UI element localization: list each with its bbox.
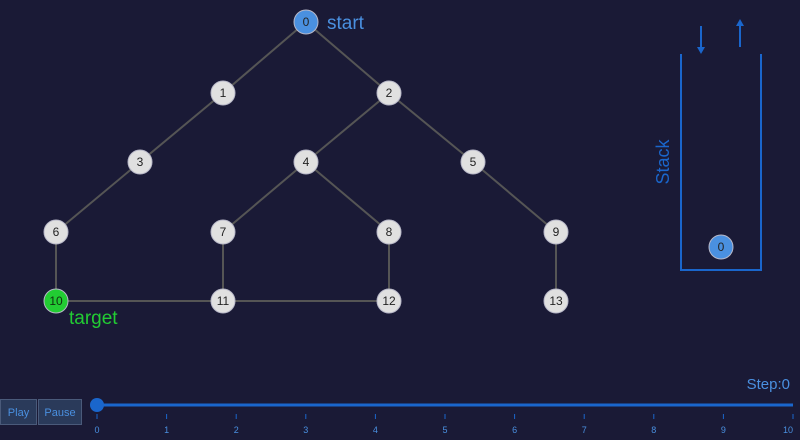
step-readout: Step:0 — [746, 376, 790, 393]
graph-edge-0-1 — [222, 21, 307, 94]
node-circle[interactable] — [543, 219, 569, 245]
graph-edge-0-2 — [305, 21, 390, 94]
stack-container — [680, 54, 762, 271]
graph-edge-1-3 — [139, 92, 224, 163]
node-label: 7 — [220, 225, 227, 239]
node-circle[interactable] — [210, 219, 236, 245]
graph-edge-2-5 — [388, 92, 474, 163]
graph-node-12[interactable]: 12 — [376, 288, 402, 314]
play-button[interactable]: Play — [0, 399, 37, 425]
slider-tick-label: 2 — [234, 425, 239, 435]
node-circle[interactable] — [460, 149, 486, 175]
node-circle[interactable] — [210, 80, 236, 106]
graph-node-13[interactable]: 13 — [543, 288, 569, 314]
graph-node-6[interactable]: 6 — [43, 219, 69, 245]
slider-tick-label: 3 — [303, 425, 308, 435]
graph-node-7[interactable]: 7 — [210, 219, 236, 245]
slider-ticks: 0 1 2 3 4 5 6 7 8 9 10 — [94, 414, 794, 435]
stack-item-circle — [708, 234, 734, 260]
slider-tick-label: 7 — [582, 425, 587, 435]
node-circle[interactable] — [543, 288, 569, 314]
slider-tick-label: 4 — [373, 425, 378, 435]
node-label: 8 — [386, 225, 393, 239]
slider-tick-label: 6 — [512, 425, 517, 435]
node-circle[interactable] — [376, 219, 402, 245]
node-label: 13 — [549, 294, 563, 308]
stack-panel: Stack 0 — [653, 19, 762, 271]
node-circle[interactable] — [127, 149, 153, 175]
node-label: 12 — [382, 294, 396, 308]
graph-edge-4-8 — [305, 161, 390, 233]
graph-node-8[interactable]: 8 — [376, 219, 402, 245]
node-label: 1 — [220, 86, 227, 100]
stack-items: 0 — [708, 234, 734, 260]
node-circle[interactable] — [43, 219, 69, 245]
slider-tick-label: 10 — [783, 425, 793, 435]
graph-node-1[interactable]: 1 — [210, 80, 236, 106]
graph-node-10[interactable]: 10 — [43, 288, 69, 314]
slider-tick-label: 0 — [94, 425, 99, 435]
node-label: 6 — [53, 225, 60, 239]
graph-edge-3-6 — [55, 161, 141, 233]
slider-handle[interactable] — [90, 398, 104, 412]
slider-tick-label: 5 — [442, 425, 447, 435]
graph-node-5[interactable]: 5 — [460, 149, 486, 175]
node-label: 11 — [217, 294, 230, 308]
graph-node-4[interactable]: 4 — [293, 149, 319, 175]
node-label: 2 — [386, 86, 393, 100]
graph-edge-2-4 — [305, 92, 390, 163]
graph-node-11[interactable]: 11 — [210, 288, 236, 314]
node-label: 5 — [470, 155, 477, 169]
graph-node-3[interactable]: 3 — [127, 149, 153, 175]
node-label: 4 — [303, 155, 310, 169]
node-circle[interactable] — [293, 149, 319, 175]
target-label: target — [69, 308, 118, 329]
node-circle[interactable] — [43, 288, 69, 314]
node-circle[interactable] — [376, 80, 402, 106]
graph-node-0[interactable]: 0 — [293, 9, 319, 35]
start-label: start — [327, 13, 365, 34]
node-circle[interactable] — [210, 288, 236, 314]
push-arrow-icon — [697, 26, 705, 54]
stack-item-label: 0 — [718, 240, 725, 254]
slider-tick-label: 8 — [651, 425, 656, 435]
node-label: 0 — [303, 15, 310, 29]
graph-node-2[interactable]: 2 — [376, 80, 402, 106]
slider-tick-label: 1 — [164, 425, 169, 435]
stack-title: Stack — [653, 138, 673, 184]
pop-arrow-icon — [736, 19, 744, 47]
node-label: 3 — [137, 155, 144, 169]
node-label: 10 — [49, 294, 63, 308]
graph-nodes: 01 23 4 56 7 8 910 11 12 13 — [43, 9, 569, 314]
graph-node-9[interactable]: 9 — [543, 219, 569, 245]
graph-edge-5-9 — [472, 161, 557, 233]
stack-item: 0 — [708, 234, 734, 260]
node-circle[interactable] — [293, 9, 319, 35]
graph-edge-4-7 — [222, 161, 307, 233]
slider-tick-label: 9 — [721, 425, 726, 435]
step-slider[interactable]: 0 1 2 3 4 5 6 7 8 9 10 — [90, 398, 794, 435]
pause-button[interactable]: Pause — [38, 399, 82, 425]
node-label: 9 — [553, 225, 560, 239]
node-circle[interactable] — [376, 288, 402, 314]
